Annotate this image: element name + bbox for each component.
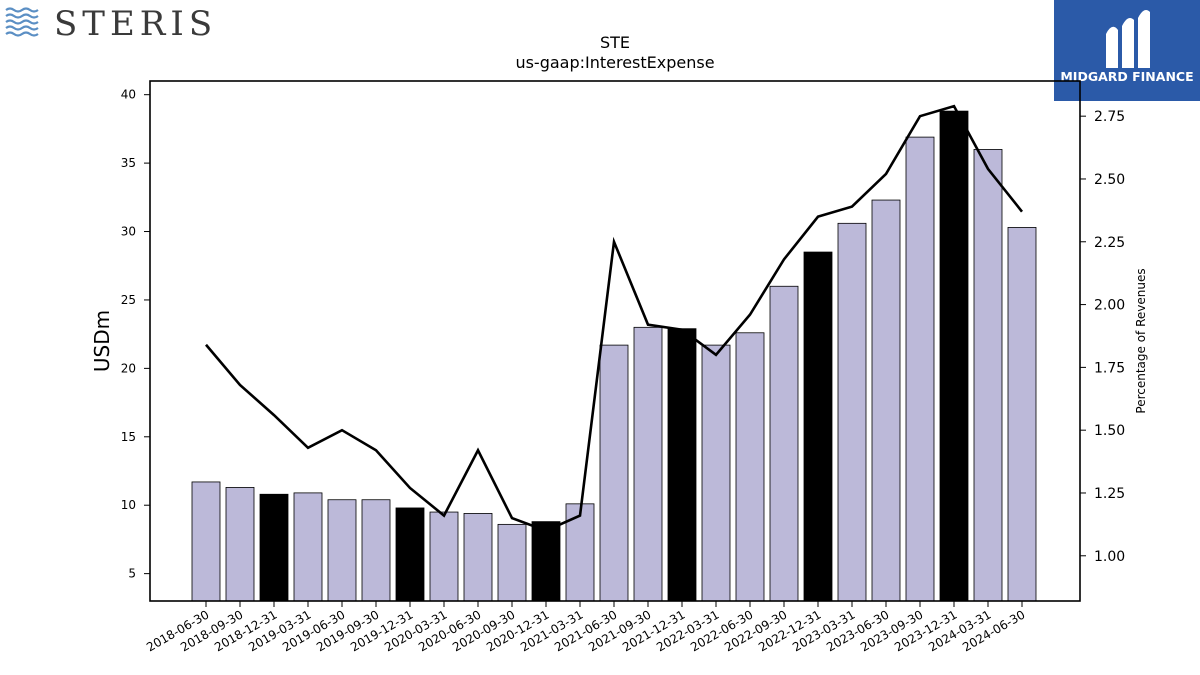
bar-2019-06-30: [327, 499, 357, 602]
bar-2020-06-30: [463, 513, 493, 602]
bar-2024-03-31: [973, 149, 1003, 602]
y-axis-right: 1.00 1.25 1.50 1.75 2.00 2.25 2.50 2.75: [1080, 109, 1125, 565]
y-tick-label: 30: [121, 225, 136, 239]
y-tick-label: 35: [121, 156, 136, 170]
y2-axis-label: Percentage of Revenues: [1134, 268, 1148, 413]
chart-subtitle: us-gaap:InterestExpense: [515, 53, 714, 72]
y-tick-label: 40: [121, 88, 136, 102]
y-tick-label: 5: [128, 567, 136, 581]
y-tick-label: 10: [121, 498, 136, 512]
midgard-logo-text: MIDGARD FINANCE: [1060, 69, 1193, 84]
y-axis-label: USDm: [90, 310, 114, 372]
bar-2023-03-31: [837, 222, 867, 602]
bar-2020-12-31: [531, 521, 561, 602]
steris-waves-icon: [5, 7, 39, 37]
bar-2020-03-31: [429, 511, 459, 602]
bar-2023-12-31: [939, 110, 969, 602]
y2-tick-label: 2.00: [1094, 298, 1125, 314]
y2-tick-label: 1.75: [1094, 360, 1125, 376]
x-axis: 2018-06-302018-09-302018-12-312019-03-31…: [144, 601, 1028, 654]
bar-2019-12-31: [395, 507, 425, 602]
percentage-of-revenues-line: [205, 104, 1024, 533]
bar-2021-09-30: [633, 326, 663, 602]
y-tick-label: 20: [121, 361, 136, 375]
y2-tick-label: 1.25: [1094, 486, 1125, 502]
bar-2022-06-30: [735, 332, 765, 602]
midgard-mark-icon: [1106, 10, 1150, 68]
midgard-finance-logo: MIDGARD FINANCE: [1054, 0, 1200, 101]
bar-2020-09-30: [497, 523, 527, 602]
y2-tick-label: 1.00: [1094, 549, 1125, 565]
bar-2018-09-30: [225, 487, 255, 602]
y-axis-left: 5 10 15 20 25 30 35 40: [121, 88, 150, 581]
bar-2022-03-31: [701, 344, 731, 602]
bar-2019-03-31: [293, 492, 323, 602]
y2-tick-label: 2.75: [1094, 109, 1125, 125]
steris-logo: STERIS: [5, 4, 214, 44]
plot-frame: [149, 80, 1081, 602]
bar-2023-09-30: [905, 136, 935, 602]
bar-2023-06-30: [871, 199, 901, 602]
bar-2024-06-30: [1007, 227, 1037, 602]
y-tick-label: 25: [121, 293, 136, 307]
steris-logo-text: STERIS: [54, 4, 214, 44]
bar-2019-09-30: [361, 499, 391, 602]
y-tick-label: 15: [121, 430, 136, 444]
bar-2018-12-31: [259, 493, 289, 602]
bar-2022-12-31: [803, 251, 833, 602]
y2-tick-label: 1.50: [1094, 423, 1125, 439]
bar-2021-06-30: [599, 344, 629, 602]
bar-2022-09-30: [769, 285, 799, 602]
bar-series: [191, 110, 1037, 602]
bar-2018-06-30: [191, 481, 221, 602]
bar-2021-03-31: [565, 503, 595, 602]
y2-tick-label: 2.25: [1094, 235, 1125, 251]
y2-tick-label: 2.50: [1094, 172, 1125, 188]
chart-title: STE: [600, 33, 630, 52]
bar-2021-12-31: [667, 328, 697, 602]
